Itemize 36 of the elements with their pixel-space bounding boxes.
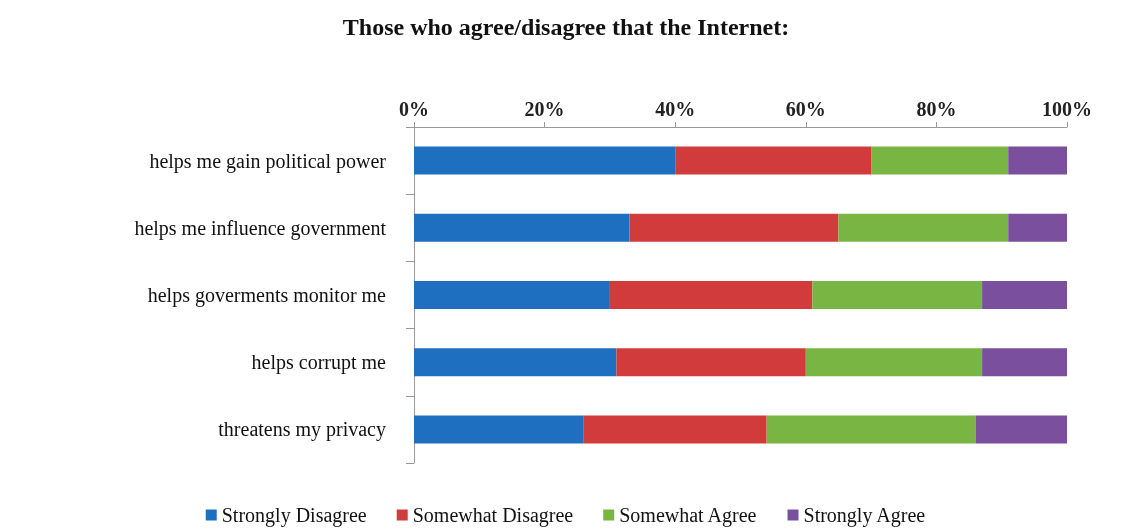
x-tick-label: 60% bbox=[785, 98, 826, 120]
bar bbox=[982, 348, 1067, 377]
bar bbox=[766, 415, 976, 444]
x-tick-label: 40% bbox=[655, 98, 696, 120]
bar bbox=[812, 281, 983, 309]
y-tick-label: threatens my privacy bbox=[218, 418, 386, 442]
bar bbox=[583, 415, 767, 444]
y-tick-label: helps corrupt me bbox=[251, 351, 387, 375]
y-tick-label: helps me gain political power bbox=[149, 149, 387, 173]
y-tick-label: helps goverments monitor me bbox=[147, 284, 387, 307]
legend-label: Somewhat Agree bbox=[619, 504, 757, 527]
legend-label: Somewhat Disagree bbox=[412, 504, 574, 527]
legend-label: Strongly Disagree bbox=[221, 504, 367, 527]
bar bbox=[838, 213, 1009, 242]
bar bbox=[975, 415, 1067, 444]
bar bbox=[414, 348, 617, 377]
bar bbox=[871, 146, 1009, 175]
bar bbox=[982, 281, 1067, 309]
bar bbox=[414, 415, 584, 444]
legend-label: Strongly Agree bbox=[803, 504, 926, 527]
bar bbox=[414, 213, 630, 242]
bar bbox=[609, 281, 813, 309]
x-tick-label: 20% bbox=[524, 98, 565, 120]
bar bbox=[1008, 146, 1067, 175]
bar bbox=[414, 281, 610, 309]
bar bbox=[629, 213, 839, 242]
x-tick-label: 100% bbox=[1042, 98, 1092, 120]
x-tick-label: 0% bbox=[399, 98, 429, 120]
bar bbox=[805, 348, 983, 377]
bar bbox=[414, 146, 676, 175]
y-tick-label: helps me influence government bbox=[134, 216, 387, 240]
bar bbox=[675, 146, 872, 175]
bar bbox=[616, 348, 806, 377]
chart-title: Those who agree/disagree that the Internet: bbox=[342, 14, 790, 40]
bar bbox=[1008, 213, 1067, 242]
x-tick-label: 80% bbox=[916, 98, 957, 120]
